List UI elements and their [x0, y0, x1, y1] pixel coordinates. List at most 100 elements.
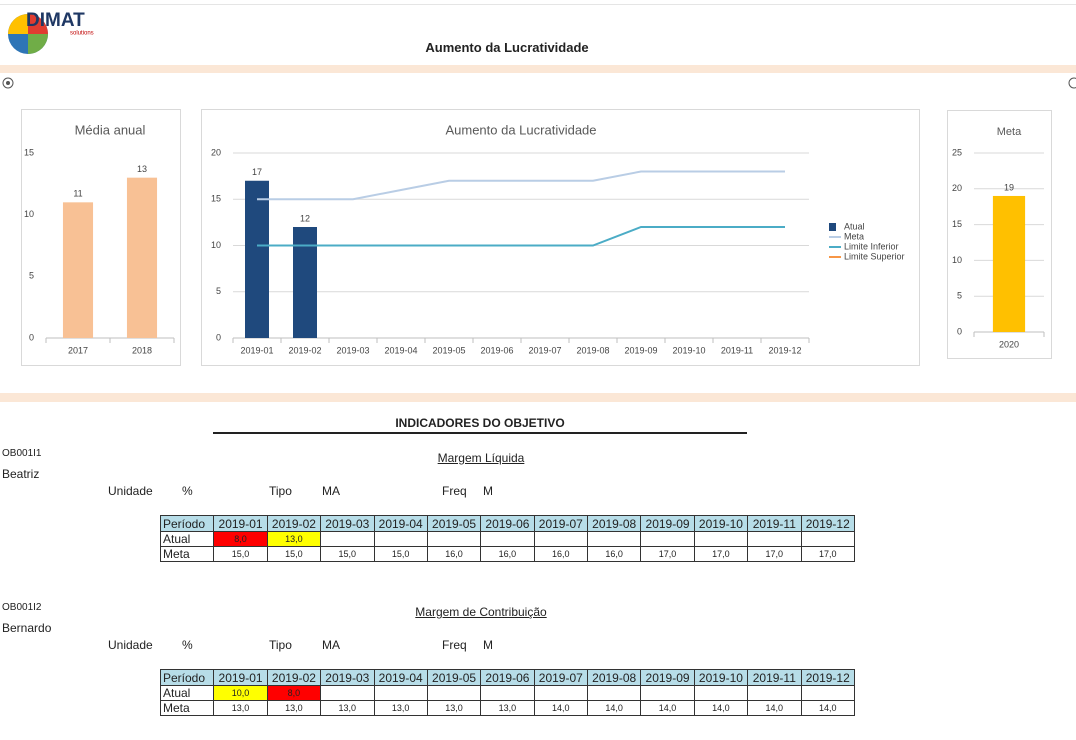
empty-cell: [373, 685, 428, 701]
field-value: MA: [322, 484, 340, 498]
logo-slice: [8, 14, 28, 34]
chart: Aumento da Lucratividade 0 5 10 15 20 2019-01 2…: [211, 122, 905, 355]
value-cell: 16,0: [480, 546, 535, 562]
y-tick-label: 15: [952, 219, 962, 229]
indicator-name: Margem de Contribuição: [415, 605, 547, 619]
x-tick-label: 2019-03: [336, 345, 369, 355]
field-value: %: [182, 484, 193, 498]
field-label: Tipo: [269, 484, 292, 498]
empty-cell: [640, 685, 695, 701]
header-cell: 2019-03: [320, 515, 375, 532]
line: [257, 226, 785, 247]
y-tick-label: 15: [211, 194, 221, 204]
empty-cell: [586, 531, 642, 547]
header-cell: Período: [159, 669, 215, 686]
value-cell: 10,0: [213, 685, 268, 701]
data-label: 17: [252, 167, 262, 177]
x-tick-label: 2019-02: [288, 345, 321, 355]
value-cell: 14,0: [693, 700, 749, 716]
field-value: M: [483, 638, 493, 652]
empty-cell: [533, 685, 589, 701]
nav-button[interactable]: [2, 77, 14, 89]
logo-tagline: solutions: [70, 31, 94, 37]
field-value: M: [483, 484, 493, 498]
empty-cell: [480, 685, 535, 701]
value-cell: 17,0: [640, 546, 695, 562]
x-tick-label: 2019-11: [721, 345, 753, 355]
field-label: Freq: [442, 484, 467, 498]
header-cell: 2019-12: [800, 669, 855, 686]
header-cell: 2019-02: [266, 669, 322, 686]
empty-cell: [693, 531, 749, 547]
field-label: Unidade: [108, 484, 153, 498]
table-header: Período 2019-01 2019-02 2019-03 2019-04 2019-…: [159, 515, 855, 532]
data-label: 12: [300, 213, 310, 223]
value-cell: 8,0: [266, 685, 322, 701]
y-tick-label: 20: [211, 147, 221, 157]
value-cell: 15,0: [266, 546, 322, 562]
value-cell: 14,0: [747, 700, 802, 716]
value-cell: 14,0: [586, 700, 642, 716]
field-value: %: [182, 638, 193, 652]
x-tick-label: 2019-12: [768, 345, 801, 355]
empty-cell: [747, 531, 802, 547]
nav-button[interactable]: [1068, 77, 1076, 89]
bar: [126, 177, 158, 338]
header-cell: 2019-01: [213, 515, 268, 532]
data-label: 19: [1004, 182, 1014, 192]
row-label: Meta: [159, 546, 215, 562]
header-cell: 2019-07: [533, 669, 589, 686]
field-value: MA: [322, 638, 340, 652]
legend-label: Atual: [844, 221, 865, 231]
table-row: Meta 13,0 13,0 13,0 13,0 13,0 13,0 14,0 14,0 14,0…: [159, 700, 855, 716]
x-tick-label: 2019-06: [480, 345, 513, 355]
empty-cell: [426, 531, 482, 547]
value-cell: 13,0: [266, 531, 322, 547]
header-cell: 2019-04: [373, 669, 428, 686]
indicator-table: Período 2019-01 2019-02 2019-03 2019-04 2019-…: [159, 515, 855, 562]
y-tick-label: 5: [957, 291, 962, 301]
empty-cell: [800, 685, 855, 701]
y-tick-label: 0: [957, 326, 962, 336]
header-cell: 2019-11: [747, 515, 802, 532]
y-tick-label: 15: [24, 147, 34, 157]
header-cell: 2019-04: [373, 515, 428, 532]
y-tick-label: 5: [29, 271, 34, 281]
logo: DIMAT solutions: [8, 10, 94, 54]
header-cell: 2019-02: [266, 515, 322, 532]
indicator-code: OB001I2: [2, 602, 42, 613]
bar: [293, 227, 317, 338]
header-cell: 2019-12: [800, 515, 855, 532]
value-cell: 13,0: [266, 700, 322, 716]
value-cell: 16,0: [533, 546, 589, 562]
y-tick-label: 25: [952, 147, 962, 157]
header-cell: 2019-11: [747, 669, 802, 686]
legend-label: Meta: [844, 231, 864, 241]
header-cell: 2019-05: [426, 515, 482, 532]
chart-title: Média anual: [75, 122, 146, 137]
header-cell: 2019-06: [480, 669, 535, 686]
chart: Meta 0 5 10 15 20 25 2020 19: [952, 126, 1045, 349]
value-cell: 16,0: [426, 546, 482, 562]
empty-cell: [640, 531, 695, 547]
y-tick-label: 10: [211, 240, 221, 250]
value-cell: 13,0: [426, 700, 482, 716]
value-cell: 17,0: [747, 546, 802, 562]
value-cell: 15,0: [213, 546, 268, 562]
table-row: Atual 8,0 13,0: [159, 531, 855, 547]
x-tick-label: 2020: [999, 339, 1019, 349]
bar: [992, 195, 1026, 332]
value-cell: 14,0: [800, 700, 855, 716]
value-cell: 8,0: [213, 531, 268, 547]
table-row: Meta 15,0 15,0 15,0 15,0 16,0 16,0 16,0 16,0 17,0…: [159, 546, 855, 562]
row-label: Meta: [159, 700, 215, 716]
value-cell: 13,0: [213, 700, 268, 716]
empty-cell: [533, 531, 589, 547]
header-cell: 2019-03: [320, 669, 375, 686]
empty-cell: [480, 531, 535, 547]
indicator-owner: Beatriz: [2, 467, 40, 481]
legend-swatch: [829, 223, 836, 231]
x-tick-label: 2019-10: [672, 345, 705, 355]
value-cell: 14,0: [640, 700, 695, 716]
